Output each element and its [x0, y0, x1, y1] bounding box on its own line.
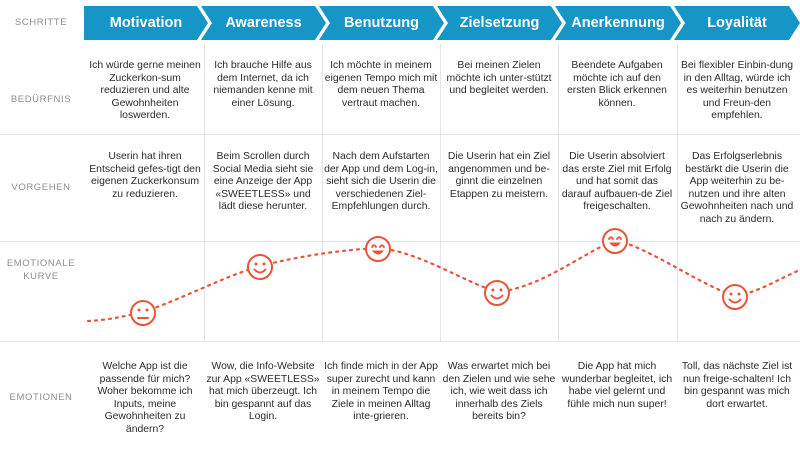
vorgehen-motivation: Userin hat ihren Entscheid gefes-tigt de…: [89, 151, 201, 200]
label-emotionale-kurve: EMOTIONALE KURVE: [0, 257, 82, 283]
column-divider-2: [322, 44, 323, 342]
step-zielsetzung: Zielsetzung: [437, 6, 562, 40]
grinning-face-icon: [365, 236, 391, 262]
label-emotionen: EMOTIONEN: [9, 392, 73, 403]
smiling-face-icon: [247, 254, 273, 280]
label-vorgehen: VORGEHEN: [11, 182, 71, 193]
label-schritte: SCHRITTE: [14, 17, 68, 28]
beduerfnis-benutzung: Ich möchte in meinem eigenen Tempo mich …: [324, 60, 438, 109]
column-divider-4: [558, 44, 559, 342]
vorgehen-anerkennung: Die Userin absolviert das erste Ziel mit…: [561, 151, 673, 213]
step-anerkennung: Anerkennung: [555, 6, 681, 40]
beduerfnis-anerkennung: Beendete Aufgaben möchte ich auf den ers…: [567, 60, 667, 109]
divider-1: [0, 134, 800, 135]
emotionen-zielsetzung: Was erwartet mich bei den Zielen und wie…: [442, 361, 556, 423]
emotionen-loyalitaet: Toll, das nächste Ziel ist nun freige-sc…: [681, 361, 793, 410]
column-divider-3: [440, 44, 441, 342]
beduerfnis-loyalitaet: Bei flexibler Einbin-dung in den Alltag,…: [680, 60, 794, 122]
beduerfnis-zielsetzung: Bei meinen Zielen möchte ich unter-stütz…: [446, 60, 552, 97]
beduerfnis-awareness: Ich brauche Hilfe aus dem Internet, da i…: [213, 60, 313, 109]
step-motivation: Motivation: [84, 6, 208, 40]
vorgehen-zielsetzung: Die Userin hat ein Ziel angenommen und b…: [447, 151, 551, 200]
column-divider-5: [677, 44, 678, 342]
emotionen-anerkennung: Die App hat mich wunderbar begleitet, ic…: [561, 361, 673, 410]
emotion-curve-line: [86, 238, 800, 323]
vorgehen-loyalitaet: Das Erfolgserlebnis bestärkt die Userin …: [680, 151, 794, 225]
grinning-face-icon-2: [602, 228, 628, 254]
vorgehen-awareness: Beim Scrollen durch Social Media sieht s…: [212, 151, 314, 213]
step-awareness: Awareness: [201, 6, 326, 40]
divider-3: [0, 341, 800, 342]
smiling-face-icon-2: [484, 280, 510, 306]
step-loyalitaet: Loyalität: [674, 6, 800, 40]
vorgehen-benutzung: Nach dem Aufstarten der App und dem Log-…: [324, 151, 438, 213]
label-kurve: KURVE: [23, 271, 59, 282]
divider-2: [0, 241, 800, 242]
emotionen-benutzung: Ich finde mich in der App super zurecht …: [324, 361, 438, 423]
label-beduerfnis: BEDÜRFNIS: [10, 94, 72, 105]
column-divider-1: [204, 44, 205, 342]
beduerfnis-motivation: Ich würde gerne meinen Zuckerkon-sum red…: [89, 60, 201, 122]
step-benutzung: Benutzung: [319, 6, 444, 40]
neutral-face-icon: [130, 300, 156, 326]
smiling-face-icon-3: [722, 284, 748, 310]
label-emotionale: EMOTIONALE: [6, 258, 76, 269]
emotionen-awareness: Wow, die Info-Website zur App «SWEETLESS…: [206, 361, 320, 423]
emotionen-motivation: Welche App ist die passende für mich? Wo…: [97, 361, 193, 435]
